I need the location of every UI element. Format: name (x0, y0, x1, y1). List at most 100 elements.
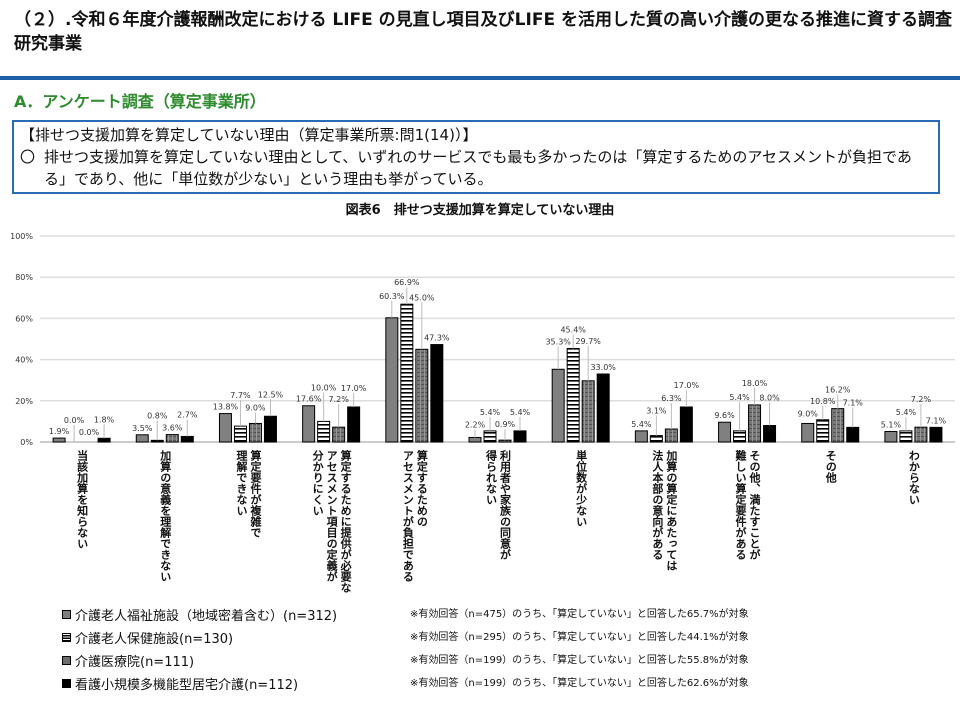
bar (733, 430, 747, 443)
data-label: 7.1% (926, 416, 947, 425)
legend-swatch (62, 633, 71, 642)
data-label: 1.9% (49, 427, 70, 436)
x-category-label: 単位数が少ない (574, 450, 588, 527)
data-label: 17.6% (296, 395, 322, 404)
bar (846, 426, 860, 443)
sample-note: ※有効回答（n=199）のうち、「算定していない」と回答した62.6%が対象 (410, 678, 749, 689)
summary-box: 【排せつ支援加算を算定していない理由（算定事業所票:問1(14)）】 〇排せつ支… (12, 120, 940, 194)
data-label: 17.0% (674, 381, 700, 390)
bar (801, 422, 815, 443)
bar (664, 428, 678, 443)
data-label: 3.1% (646, 407, 667, 416)
bar (551, 368, 565, 443)
data-label: 33.0% (590, 363, 616, 372)
bar (884, 430, 898, 443)
bar (566, 347, 580, 443)
bar (596, 373, 610, 443)
bar (180, 435, 194, 443)
bar (135, 434, 149, 443)
data-label: 3.5% (132, 424, 153, 433)
y-tick-label: 20% (15, 397, 33, 406)
data-label: 5.4% (896, 408, 917, 417)
data-label: 60.3% (379, 292, 405, 301)
y-tick-label: 100% (10, 232, 33, 241)
bar (634, 430, 648, 443)
x-category-label: 加算の意義を理解できない (158, 450, 172, 582)
data-label: 0.9% (495, 420, 516, 429)
data-label: 13.8% (213, 403, 239, 412)
legend-item: 介護老人保健施設(n=130) (62, 626, 337, 649)
legend-label: 介護老人保健施設(n=130) (75, 632, 234, 647)
bar (52, 437, 66, 443)
data-label: 8.0% (759, 394, 780, 403)
bar (430, 344, 444, 443)
bar (581, 380, 595, 443)
bar (649, 435, 663, 443)
x-category-label: 算定要件が複雑で 理解できない (234, 450, 262, 538)
legend-swatch (62, 656, 71, 665)
x-category-label: 算定するために提供が必要な アセスメント項目の定義が 分かりにくい (311, 450, 353, 593)
data-label: 0.8% (147, 411, 168, 420)
section-heading: A．アンケート調査（算定事業所） (14, 92, 266, 111)
data-label: 1.8% (94, 415, 115, 424)
data-label: 0.0% (64, 416, 85, 425)
legend-label: 看護小規模多機能型居宅介護(n=112) (75, 678, 299, 693)
sample-notes: ※有効回答（n=475）のうち、「算定していない」と回答した65.7%が対象 ※有… (410, 603, 749, 695)
data-label: 12.5% (258, 390, 284, 399)
summary-text: 排せつ支援加算を算定していない理由として、いずれのサービスでも最も多かったのは「… (44, 148, 912, 188)
data-label: 66.9% (394, 278, 420, 287)
bar (317, 420, 331, 443)
data-label: 7.7% (230, 391, 251, 400)
data-label: 3.6% (162, 424, 183, 433)
bar (816, 419, 830, 443)
bar (831, 408, 845, 443)
y-tick-label: 60% (15, 314, 33, 323)
data-label: 7.2% (328, 395, 349, 404)
data-label: 16.2% (825, 386, 851, 395)
sample-note: ※有効回答（n=475）のうち、「算定していない」と回答した65.7%が対象 (410, 609, 749, 620)
data-label: 5.4% (631, 420, 652, 429)
bar (763, 425, 777, 443)
summary-heading: 【排せつ支援加算を算定していない理由（算定事業所票:問1(14)）】 (20, 126, 478, 144)
data-label: 47.3% (424, 334, 450, 343)
bar (899, 430, 913, 443)
legend-swatch (62, 679, 71, 688)
data-label: 7.1% (843, 398, 864, 407)
bar (385, 317, 399, 443)
bar (165, 434, 179, 443)
bar (483, 430, 497, 443)
legend-item: 介護医療院(n=111) (62, 649, 337, 672)
legend-item: 看護小規模多機能型居宅介護(n=112) (62, 672, 337, 695)
chart-title: 図表6 排せつ支援加算を算定していない理由 (345, 203, 615, 218)
x-category-label: その他 (824, 450, 838, 483)
bar (929, 426, 943, 443)
data-label: 2.2% (465, 420, 486, 429)
legend-swatch (62, 610, 71, 619)
bar (679, 406, 693, 443)
legend: 介護老人福祉施設（地域密着含む）(n=312) 介護老人保健施設(n=130) 介護… (62, 603, 337, 695)
bar (347, 406, 361, 443)
x-category-label: わからない (907, 450, 921, 505)
y-tick-label: 40% (15, 356, 33, 365)
bar (302, 405, 316, 443)
x-category-label: 加算の算定にあたっては 法人本部の意向がある (650, 450, 678, 571)
data-label: 5.4% (480, 408, 501, 417)
title-divider (0, 76, 960, 80)
x-category-label: その他、満たすことが 難しい算定要件がある (734, 450, 762, 560)
bar (498, 439, 512, 443)
x-category-label: 利用者や家族の同意が 得られない (484, 450, 512, 560)
data-label: 5.4% (729, 393, 750, 402)
bar (332, 426, 346, 443)
bar (248, 422, 262, 443)
bar (97, 437, 111, 443)
bar (415, 348, 429, 443)
data-label: 35.3% (545, 337, 571, 346)
bar (468, 436, 482, 443)
data-label: 9.0% (798, 409, 819, 418)
legend-item: 介護老人福祉施設（地域密着含む）(n=312) (62, 603, 337, 626)
data-label: 7.2% (911, 395, 932, 404)
x-category-label: 算定するための アセスメントが負担である (401, 450, 429, 582)
bar (513, 430, 527, 443)
bar (233, 425, 247, 443)
